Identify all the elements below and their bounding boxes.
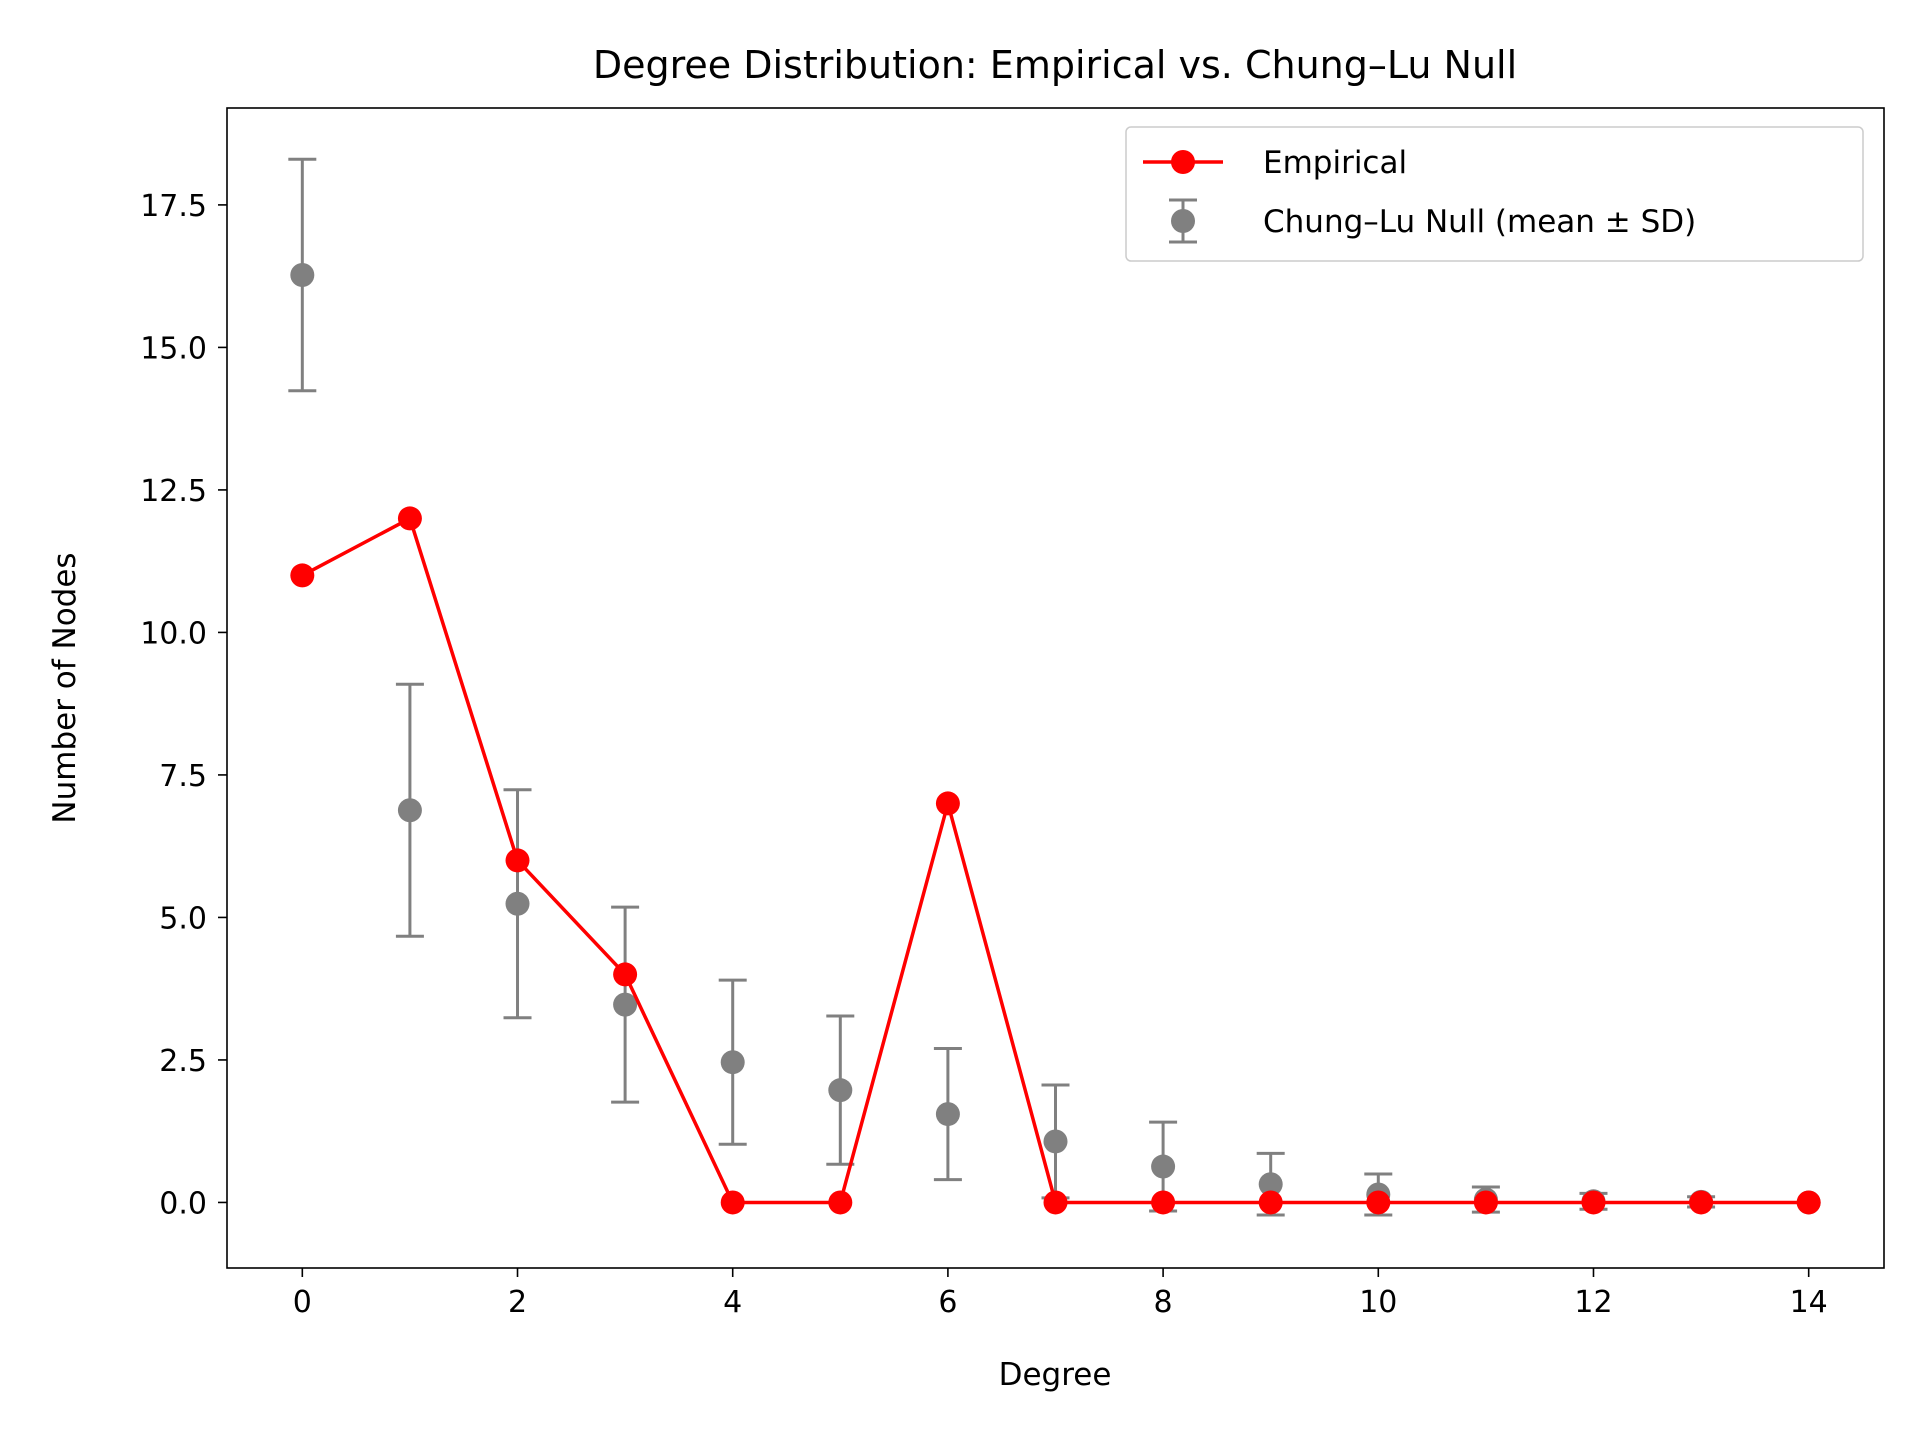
empirical-point (1366, 1190, 1391, 1215)
x-tick-label: 6 (938, 1285, 957, 1320)
x-tick-label: 14 (1790, 1285, 1828, 1320)
legend-null-label: Chung–Lu Null (mean ± SD) (1263, 204, 1696, 240)
legend-empirical-label: Empirical (1263, 145, 1407, 181)
null-point (935, 1102, 960, 1127)
empirical-point (1151, 1190, 1176, 1215)
null-point (613, 992, 638, 1017)
y-tick-label: 15.0 (140, 331, 207, 366)
y-axis-label: Number of Nodes (47, 552, 83, 823)
x-tick-label: 10 (1359, 1285, 1397, 1320)
legend: Empirical Chung–Lu Null (mean ± SD) (1125, 126, 1864, 262)
null-point (1151, 1154, 1176, 1179)
null-point (290, 263, 315, 288)
y-tick-label: 7.5 (159, 759, 207, 794)
x-tick-label: 4 (723, 1285, 742, 1320)
y-tick-label: 10.0 (140, 616, 207, 651)
null-point (1258, 1172, 1283, 1197)
y-tick-label: 12.5 (140, 474, 207, 509)
y-tick-label: 5.0 (159, 901, 207, 936)
legend-null-marker (1171, 209, 1195, 233)
empirical-series (290, 506, 1821, 1215)
empirical-point (1796, 1190, 1821, 1215)
y-tick-label: 2.5 (159, 1044, 207, 1079)
empirical-point (1043, 1190, 1068, 1215)
x-tick-label: 0 (293, 1285, 312, 1320)
empirical-point (397, 506, 422, 531)
legend-box (1125, 126, 1864, 262)
axis-ticks: 0 2 4 6 8 10 12 14 0.0 2.5 5.0 7.5 10.0 12.5 15.0 17.5 (140, 189, 1828, 1320)
null-point (397, 798, 422, 823)
empirical-point (1689, 1190, 1714, 1215)
null-point (828, 1078, 853, 1103)
null-point (720, 1050, 745, 1075)
null-point (1043, 1129, 1068, 1154)
empirical-point (290, 563, 315, 588)
chart-title: Degree Distribution: Empirical vs. Chung… (593, 43, 1517, 87)
y-tick-label: 17.5 (140, 189, 207, 224)
empirical-point (828, 1190, 853, 1215)
empirical-point (1581, 1190, 1606, 1215)
empirical-point (613, 962, 638, 987)
chung-lu-null-series (288, 157, 1821, 1217)
null-point (505, 891, 530, 916)
y-tick-label: 0.0 (159, 1186, 207, 1221)
empirical-point (720, 1190, 745, 1215)
empirical-point (505, 848, 530, 873)
x-tick-label: 2 (508, 1285, 527, 1320)
empirical-point (1473, 1190, 1498, 1215)
x-axis-label: Degree (999, 1357, 1112, 1393)
plot-frame (226, 107, 1885, 1269)
empirical-point (1258, 1190, 1283, 1215)
x-tick-label: 8 (1154, 1285, 1173, 1320)
legend-empirical-marker (1171, 150, 1195, 174)
x-tick-label: 12 (1574, 1285, 1612, 1320)
empirical-point (935, 791, 960, 816)
